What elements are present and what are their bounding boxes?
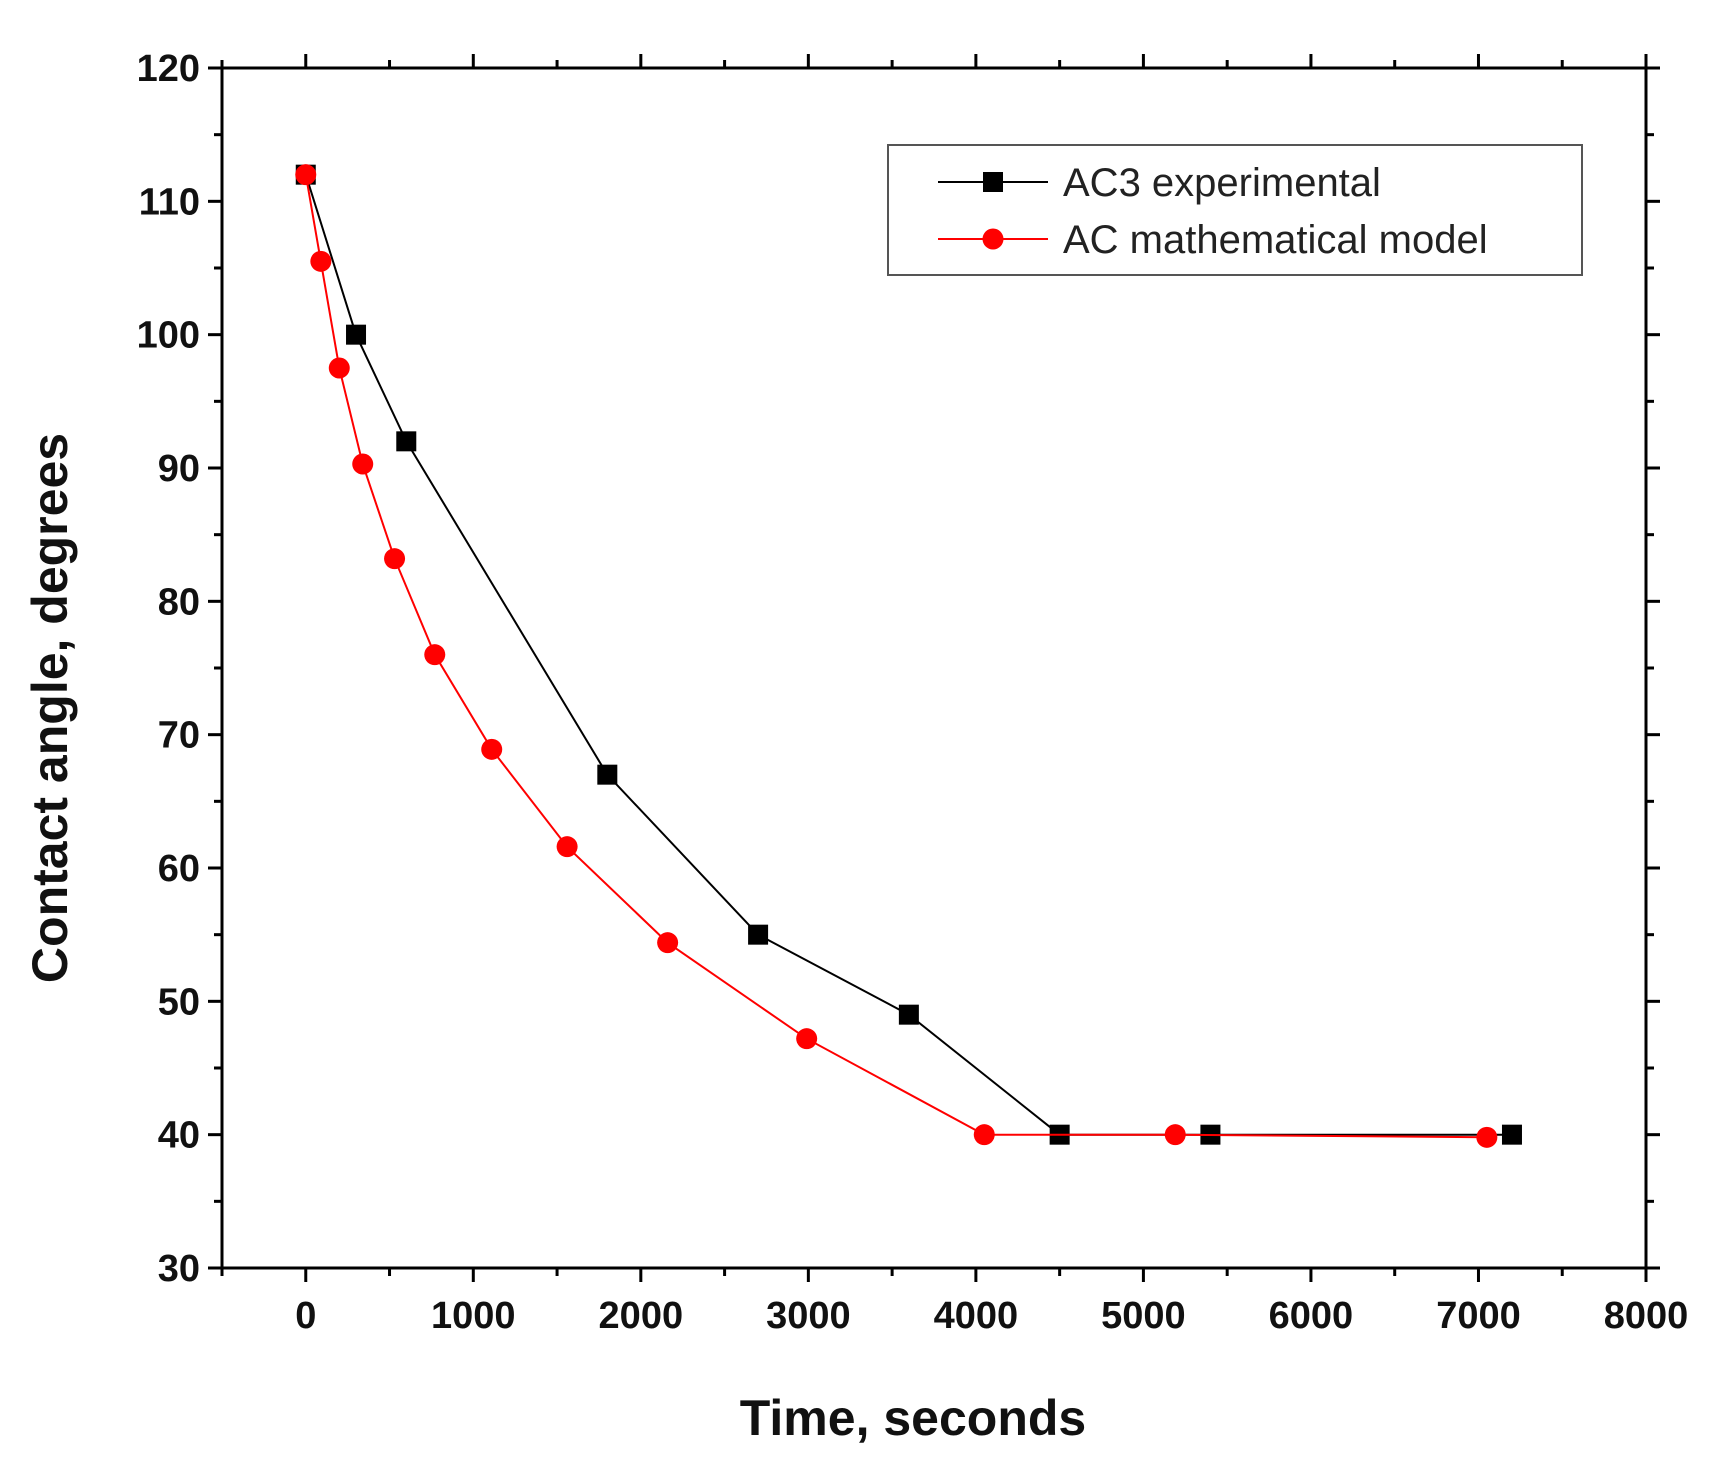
x-tick-label: 2000: [599, 1295, 684, 1337]
x-axis-title: Time, seconds: [740, 1390, 1086, 1446]
data-point: [973, 1124, 995, 1146]
data-point: [328, 357, 350, 379]
y-tick-label: 50: [158, 981, 200, 1023]
series-layer: [295, 164, 1522, 1148]
y-tick-label: 40: [158, 1115, 200, 1157]
data-point: [657, 932, 679, 954]
data-point: [898, 1004, 919, 1025]
data-point: [346, 324, 367, 345]
data-point: [396, 431, 417, 452]
data-point: [597, 764, 618, 785]
legend-marker: [982, 228, 1004, 250]
legend-label: AC mathematical model: [1063, 218, 1488, 262]
data-point: [1501, 1124, 1522, 1145]
x-tick-label: 1000: [431, 1295, 516, 1337]
data-point: [295, 164, 317, 186]
y-tick-label: 30: [158, 1248, 200, 1290]
data-point: [796, 1028, 818, 1050]
data-point: [556, 836, 578, 858]
y-tick-label: 120: [137, 48, 200, 90]
x-tick-label: 5000: [1101, 1295, 1186, 1337]
legend: AC3 experimental AC mathematical model: [887, 144, 1583, 276]
x-tick-label: 0: [295, 1295, 316, 1337]
x-tick-label: 7000: [1436, 1295, 1521, 1337]
series-2: [295, 164, 1498, 1148]
y-tick-label: 110: [139, 181, 200, 223]
legend-box: [887, 144, 1583, 276]
data-point: [384, 548, 406, 570]
data-point: [481, 738, 503, 760]
y-tick-label: 70: [158, 715, 200, 757]
x-tick-label: 8000: [1604, 1295, 1689, 1337]
series-line: [304, 174, 1512, 1136]
y-tick-label: 100: [137, 315, 200, 357]
data-point: [352, 453, 374, 475]
series-1: [295, 164, 1522, 1145]
x-tick-label: 6000: [1269, 1295, 1354, 1337]
data-point: [424, 644, 446, 666]
x-tick-label: 3000: [766, 1295, 851, 1337]
legend-marker: [983, 172, 1003, 192]
x-tick-label: 4000: [934, 1295, 1019, 1337]
y-tick-label: 80: [158, 581, 200, 623]
data-point: [1476, 1126, 1498, 1148]
data-point: [748, 924, 769, 945]
legend-label: AC3 experimental: [1063, 161, 1381, 205]
axes-layer: 0 1000 2000 3000 4000 5000 6000 7000 8000 30 40 50 6…: [137, 48, 1689, 1337]
data-point: [1164, 1124, 1186, 1146]
y-tick-label: 60: [158, 848, 200, 890]
y-tick-label: 90: [158, 448, 200, 490]
data-point: [310, 250, 332, 272]
series-line: [304, 174, 1487, 1139]
y-axis-title: Contact angle, degrees: [22, 433, 78, 983]
